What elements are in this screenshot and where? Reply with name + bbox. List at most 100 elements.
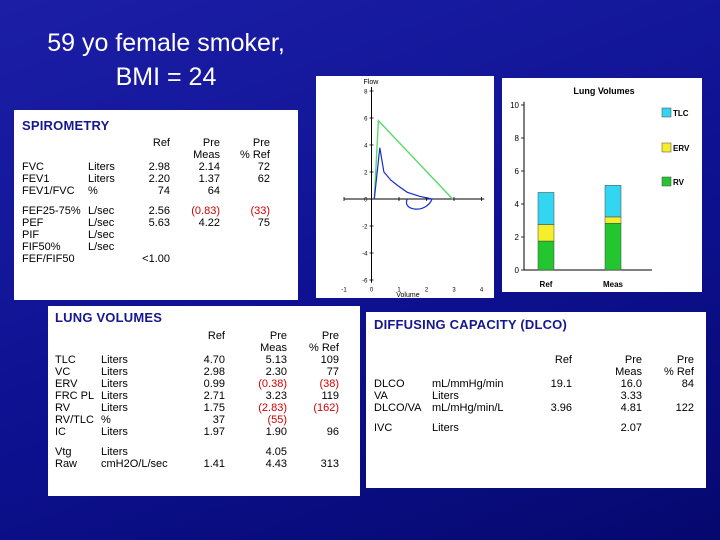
flow-tick-label: -2 [362,225,368,231]
dlco-title: DIFFUSING CAPACITY (DLCO) [374,317,568,332]
spirometry-pct-value: 72 [257,161,270,173]
lung_volumes-row-tlc: TLC Liters 4.70 5.13 109 [55,354,339,366]
spirometry-meas-value [170,241,220,253]
slide-title-line1: 59 yo female smoker, [47,29,285,57]
dlco-unit: Liters [432,422,459,434]
spirometry-header-pre2: Pre [252,137,270,149]
dlco-ref-value: 19.1 [550,378,572,390]
dlco-pct-value [642,390,694,402]
legend-label-rv: RV [673,178,685,187]
lung_volumes-pct-value: 96 [326,426,339,438]
legend-label-tlc: TLC [673,109,689,118]
lv-y-tick-label: 4 [515,200,520,209]
flow-tick-label: 6 [364,117,368,123]
dlco-label: DLCO/VA [374,402,422,414]
dlco-header-row-1: Ref Pre Pre [374,354,694,366]
spirometry-label: FEF/FIF50 [22,253,75,265]
spirometry-unit: L/sec [88,241,115,253]
dlco-header-meas: Meas [615,366,642,378]
spirometry-pct-value [220,241,270,253]
spirometry-ref-value: 74 [157,185,170,197]
lung-volumes-header-meas: Meas [260,342,287,354]
dlco-header-row-2: Meas % Ref [374,366,694,378]
legend-swatch-erv [661,142,672,153]
lung_volumes-unit: Liters [101,446,128,458]
spirometry-ref-value: 2.20 [148,173,170,185]
volume-tick-label: 1 [397,288,401,294]
lung-volumes-header-ref: Ref [207,330,225,342]
lung_volumes-pct-value [287,446,339,458]
volume-tick-label: 2 [425,288,429,294]
lung_volumes-unit: Liters [101,402,128,414]
lung_volumes-label: TLC [55,354,76,366]
dlco-pct-value [642,422,694,434]
dlco-meas-value: 2.07 [620,422,642,434]
spirometry-title: SPIROMETRY [22,118,110,133]
lv-y-tick-label: 8 [515,134,520,143]
dlco-header-ref: Ref [554,354,572,366]
lung_volumes-ref-value: 2.98 [203,366,225,378]
dlco-row-va: VA Liters 3.33 [374,390,694,402]
spirometry-row-fef25-75-: FEF25-75% L/sec 2.56 (0.83) (33) [22,205,270,217]
dlco-pct-value: 84 [681,378,694,390]
spirometry-row-fev1-fvc: FEV1/FVC% 74 64 [22,185,270,197]
lung_volumes-meas-value: 1.90 [265,426,287,438]
dlco-panel: DIFFUSING CAPACITY (DLCO) Ref Pre Pre Me… [366,312,706,488]
lung_volumes-pct-value: 77 [326,366,339,378]
spirometry-label: FVC [22,161,44,173]
spirometry-header-ref: Ref [152,137,170,149]
lung-volumes-header-pre2: Pre [321,330,339,342]
lung_volumes-unit: Liters [101,366,128,378]
spirometry-unit: L/sec [88,229,115,241]
dlco-label: DLCO [374,378,405,390]
dlco-ref-value [526,390,572,402]
legend-swatch-tlc [661,107,672,118]
erv-bar-segment [604,216,622,224]
dlco-label: IVC [374,422,393,434]
legend-label-erv: ERV [673,144,690,153]
spirometry-meas-value: (0.83) [191,205,220,217]
spirometry-row-pif: PIF L/sec [22,229,270,241]
lung_volumes-meas-value: 4.43 [265,458,287,470]
spirometry-unit [88,253,128,265]
lung_volumes-ref-value: 0.99 [203,378,225,390]
spirometry-pct-value: 75 [257,217,270,229]
lung_volumes-ref-value: 1.97 [203,426,225,438]
lung_volumes-label: ERV [55,378,78,390]
dlco-unit: Liters [432,390,459,402]
dlco-header-pre: Pre [624,354,642,366]
lung-volumes-header-pctref: % Ref [309,342,339,354]
dlco-label: VA [374,390,388,402]
lung_volumes-unit: Liters [101,378,128,390]
spirometry-label: FEV1/FVC [22,185,75,197]
flow-tick-label: -6 [362,279,368,285]
spirometry-row-fev1: FEV1 Liters 2.20 1.37 62 [22,173,270,185]
lung-volume-bar-chart: Lung Volumes 10 8 6 4 2 0 Ref Meas TLC ERV RV [510,86,690,289]
dlco-pct-value: 122 [675,402,694,414]
spirometry-label: PIF [22,229,40,241]
flow-tick-label: 0 [364,198,368,204]
slide-title-line2: BMI = 24 [115,63,217,91]
spirometry-pct-value [220,185,270,197]
flow-tick-label: 2 [364,171,368,177]
spirometry-pct-value [220,229,270,241]
rv-bar-segment [604,223,622,271]
dlco-unit: mL/mmHg/min [432,378,504,390]
spirometry-unit: Liters [88,173,115,185]
spirometry-header-meas: Meas [193,149,220,161]
lv-y-tick-label: 0 [515,266,520,275]
lung_volumes-meas-value: (55) [267,414,287,426]
dlco-meas-value: 16.0 [620,378,642,390]
lung_volumes-pct-value: (162) [313,402,339,414]
lung-volumes-header-pre: Pre [269,330,287,342]
lung_volumes-label: RV/TLC [55,414,94,426]
spirometry-meas-value [170,229,220,241]
dlco-header-pctref: % Ref [664,366,694,378]
lung-volumes-panel: LUNG VOLUMES Ref Pre Pre Meas % Ref TLC L… [48,306,360,496]
spirometry-row-fvc: FVC Liters 2.98 2.14 72 [22,161,270,173]
flow-tick-label: 4 [364,144,368,150]
lung_volumes-spacer-row [55,438,339,446]
lung_volumes-ref-value: 37 [212,414,225,426]
lung_volumes-meas-value: 3.23 [265,390,287,402]
lung_volumes-row-frc-pl: FRC PL Liters 2.71 3.23 119 [55,390,339,402]
